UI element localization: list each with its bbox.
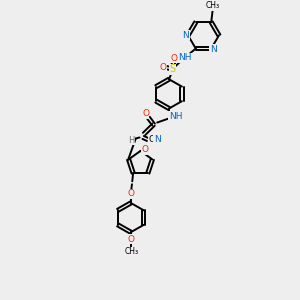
Text: S: S — [169, 64, 176, 74]
Text: NH: NH — [169, 112, 182, 121]
Text: N: N — [210, 45, 217, 54]
Text: CH₃: CH₃ — [206, 1, 220, 10]
Text: O: O — [141, 145, 148, 154]
Text: CH₃: CH₃ — [124, 247, 138, 256]
Text: O: O — [171, 54, 178, 63]
Text: C: C — [148, 135, 154, 144]
Text: O: O — [160, 63, 167, 72]
Text: N: N — [154, 135, 160, 144]
Text: O: O — [127, 189, 134, 198]
Text: N: N — [183, 31, 189, 40]
Text: NH: NH — [178, 53, 191, 62]
Text: O: O — [142, 109, 149, 118]
Text: H: H — [128, 136, 135, 145]
Text: O: O — [127, 235, 134, 244]
